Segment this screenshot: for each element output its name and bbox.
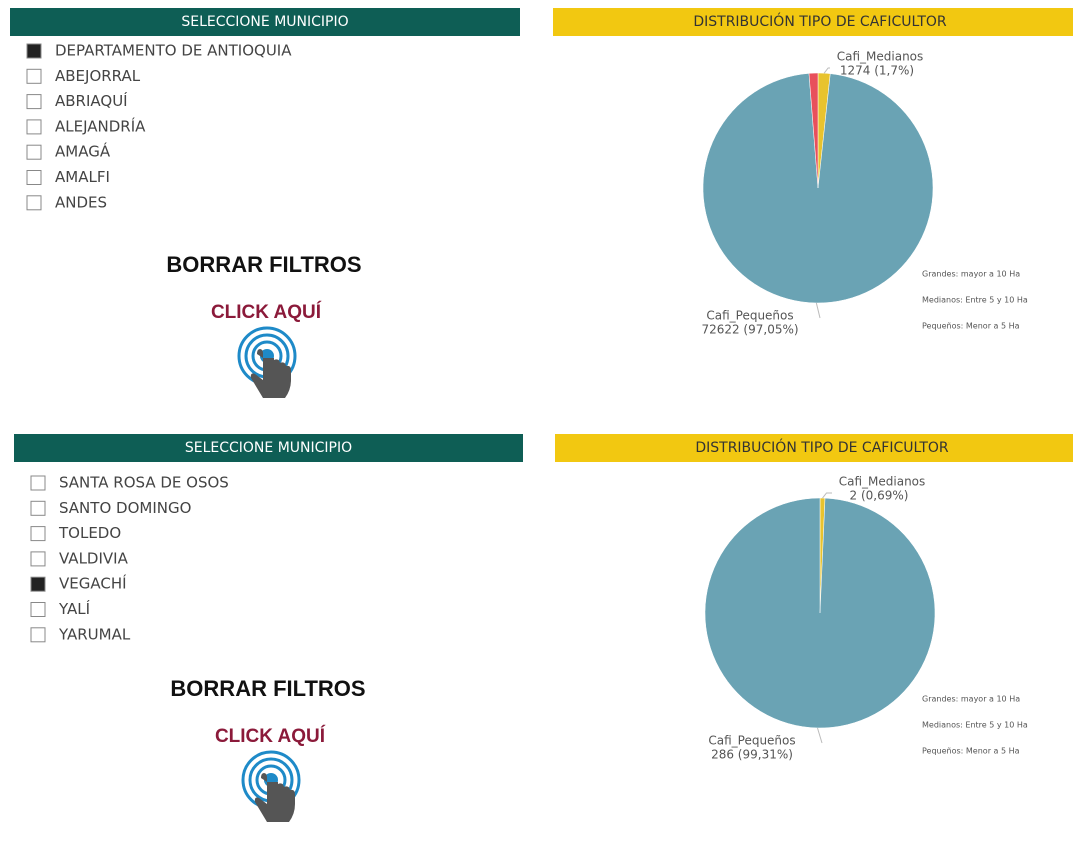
leader-line xyxy=(823,67,830,74)
slicer-item[interactable]: ABRIAQUÍ xyxy=(26,91,128,110)
item-label[interactable]: SANTA ROSA DE OSOS xyxy=(59,474,229,492)
chart-header xyxy=(553,8,1073,36)
checkbox[interactable] xyxy=(26,119,42,135)
item-label[interactable]: ABEJORRAL xyxy=(55,67,141,85)
pie-slice xyxy=(702,73,934,304)
slicer-title: SELECCIONE MUNICIPIO xyxy=(181,14,348,30)
icon-hand[interactable] xyxy=(254,773,295,822)
item-label[interactable]: ANDES xyxy=(55,193,107,211)
checkbox[interactable] xyxy=(30,500,46,516)
item-label[interactable]: TOLEDO xyxy=(58,524,121,542)
slicer-header xyxy=(14,434,523,462)
item-label[interactable]: SANTO DOMINGO xyxy=(59,499,191,517)
item-label[interactable]: YARUMAL xyxy=(58,625,131,643)
slice-label: Cafi_Pequeños xyxy=(708,734,795,748)
checkbox[interactable] xyxy=(26,144,42,160)
slice-value-label: 1274 (1,7%) xyxy=(840,64,914,78)
slice-label: Cafi_Medianos xyxy=(837,50,924,64)
chart-header xyxy=(555,434,1073,462)
slice-value-label: 2 (0,69%) xyxy=(850,489,909,503)
checkbox[interactable] xyxy=(26,170,42,185)
button-action[interactable]: CLICK AQUÍ xyxy=(215,725,326,747)
slicer-item[interactable]: ANDES xyxy=(26,193,107,211)
checkbox[interactable] xyxy=(30,576,46,592)
item-label[interactable]: ABRIAQUÍ xyxy=(55,91,128,110)
icon-hand[interactable] xyxy=(250,349,291,398)
slicer-item[interactable]: TOLEDO xyxy=(30,524,121,542)
item-label[interactable]: DEPARTAMENTO DE ANTIOQUIA xyxy=(55,42,292,60)
slicer-item[interactable]: YALÍ xyxy=(30,599,90,618)
chart-title: DISTRIBUCIÓN TIPO DE CAFICULTOR xyxy=(693,12,947,30)
legend-note: Medianos: Entre 5 y 10 Ha xyxy=(922,296,1028,305)
clear-filters-button[interactable]: BORRAR FILTROS CLICK AQUÍ xyxy=(170,676,366,822)
button-title[interactable]: BORRAR FILTROS xyxy=(170,676,365,701)
slicer-item[interactable]: AMALFI xyxy=(26,168,110,186)
item-label[interactable]: AMALFI xyxy=(55,168,110,186)
legend-note: Medianos: Entre 5 y 10 Ha xyxy=(922,721,1028,730)
checkbox[interactable] xyxy=(26,195,42,211)
slicer-item[interactable]: VEGACHÍ xyxy=(30,574,127,593)
slicer-header xyxy=(10,8,520,36)
checkbox[interactable] xyxy=(26,68,42,84)
button-action[interactable]: CLICK AQUÍ xyxy=(211,301,322,323)
checkbox[interactable] xyxy=(30,627,46,643)
item-label[interactable]: VALDIVIA xyxy=(59,549,129,567)
item-label[interactable]: ALEJANDRÍA xyxy=(55,116,146,135)
leader-line xyxy=(817,727,823,744)
slicer-item[interactable]: DEPARTAMENTO DE ANTIOQUIA xyxy=(26,42,292,60)
slicer-item[interactable]: YARUMAL xyxy=(30,625,131,643)
slicer-item[interactable]: VALDIVIA xyxy=(30,549,129,567)
slice-label: Cafi_Pequeños xyxy=(706,309,793,323)
slice-value-label: 286 (99,31%) xyxy=(711,748,793,762)
checkbox[interactable] xyxy=(26,94,42,110)
slicer-item[interactable]: SANTO DOMINGO xyxy=(30,499,191,517)
pie-slice xyxy=(704,497,936,729)
slicer-item[interactable]: SANTA ROSA DE OSOS xyxy=(30,474,229,492)
item-label[interactable]: AMAGÁ xyxy=(55,142,111,161)
item-label[interactable]: YALÍ xyxy=(58,599,90,618)
chart-title: DISTRIBUCIÓN TIPO DE CAFICULTOR xyxy=(695,438,949,456)
leader-line xyxy=(822,492,832,499)
legend-note: Grandes: mayor a 10 Ha xyxy=(922,695,1020,704)
legend-note: Grandes: mayor a 10 Ha xyxy=(922,270,1020,279)
checkbox[interactable] xyxy=(30,475,46,491)
legend-note: Pequeños: Menor a 5 Ha xyxy=(922,322,1020,331)
clear-filters-button[interactable]: BORRAR FILTROS CLICK AQUÍ xyxy=(166,252,362,398)
pie-slice xyxy=(808,72,819,189)
slicer-item[interactable]: ABEJORRAL xyxy=(26,67,141,85)
checkbox[interactable] xyxy=(30,526,46,542)
legend-note: Pequeños: Menor a 5 Ha xyxy=(922,747,1020,756)
slice-value-label: 72622 (97,05%) xyxy=(701,323,798,337)
slicer-item[interactable]: ALEJANDRÍA xyxy=(26,116,146,135)
slice-label: Cafi_Medianos xyxy=(839,475,926,489)
button-title[interactable]: BORRAR FILTROS xyxy=(166,252,361,277)
slicer-item[interactable]: AMAGÁ xyxy=(26,142,111,161)
checkbox[interactable] xyxy=(30,551,46,567)
leader-line xyxy=(815,302,821,319)
checkbox[interactable] xyxy=(26,43,42,59)
slicer-title: SELECCIONE MUNICIPIO xyxy=(185,440,352,456)
checkbox[interactable] xyxy=(30,602,46,617)
item-label[interactable]: VEGACHÍ xyxy=(59,574,127,593)
